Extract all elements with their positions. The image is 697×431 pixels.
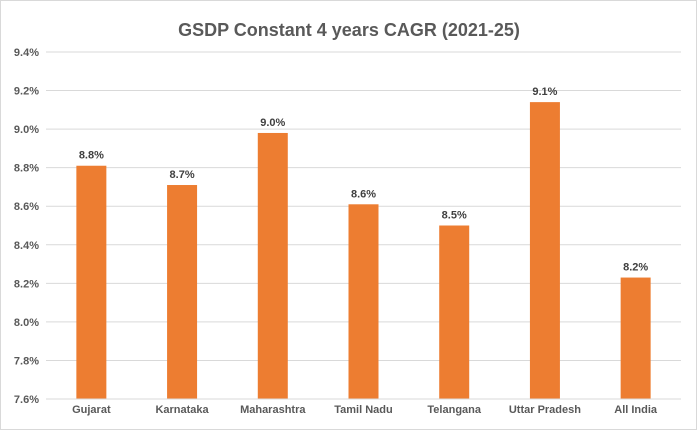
x-category-label: Karnataka <box>155 404 209 416</box>
data-label: 8.2% <box>623 262 648 274</box>
chart-title: GSDP Constant 4 years CAGR (2021-25) <box>178 20 520 40</box>
y-tick-label: 8.6% <box>14 201 39 213</box>
y-tick-label: 8.4% <box>14 240 39 252</box>
bar-all-india <box>620 277 651 399</box>
data-label: 8.8% <box>79 150 104 162</box>
bar-gujarat <box>76 165 107 399</box>
bar-telangana <box>439 225 470 399</box>
x-category-label: All India <box>614 404 658 416</box>
y-tick-label: 8.2% <box>14 278 39 290</box>
data-label: 8.5% <box>442 210 467 222</box>
x-category-label: Tamil Nadu <box>334 404 392 416</box>
data-labels: 8.8% 8.7% 9.0% 8.6% 8.5% 9.1% 8.2% <box>79 86 649 273</box>
x-category-label: Maharashtra <box>240 404 306 416</box>
data-label: 8.6% <box>351 188 376 200</box>
data-label: 9.1% <box>532 86 557 98</box>
y-tick-label: 7.6% <box>14 394 39 406</box>
data-label: 9.0% <box>260 117 285 129</box>
y-axis-ticks: 7.6% 7.8% 8.0% 8.2% 8.4% 8.6% 8.8% 9.0% 9.2% 9.4% <box>14 47 39 406</box>
y-tick-label: 7.8% <box>14 355 39 367</box>
bar-uttar-pradesh <box>529 102 560 399</box>
data-label: 8.7% <box>170 169 195 181</box>
bar-tamil-nadu <box>348 204 379 399</box>
y-tick-label: 9.4% <box>14 47 39 59</box>
y-tick-label: 8.8% <box>14 163 39 175</box>
x-category-label: Telangana <box>427 404 481 416</box>
x-axis-categories: Gujarat Karnataka Maharashtra Tamil Nadu Tel… <box>72 404 658 416</box>
y-tick-label: 9.0% <box>14 124 39 136</box>
y-tick-label: 9.2% <box>14 86 39 98</box>
y-tick-label: 8.0% <box>14 317 39 329</box>
x-category-label: Uttar Pradesh <box>509 404 581 416</box>
x-category-label: Gujarat <box>72 404 111 416</box>
bar-maharashtra <box>257 132 288 399</box>
bar-karnataka <box>167 185 198 399</box>
bars <box>76 102 651 399</box>
